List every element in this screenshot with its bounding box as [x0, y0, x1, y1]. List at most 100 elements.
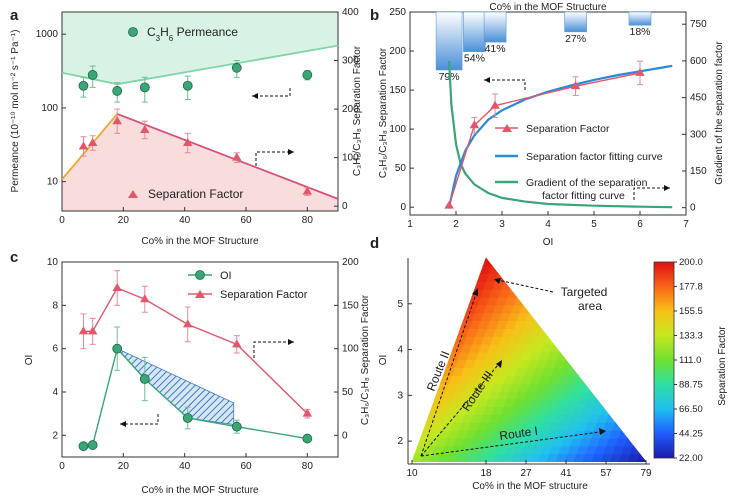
b-ytick-left-label-0: 0: [400, 202, 406, 213]
co-bar-label-3: 27%: [565, 33, 586, 45]
b-xtick-label-3: 4: [545, 219, 551, 230]
d-ytick-label-0: 2: [397, 436, 403, 447]
panel-c-arrow-left: [120, 414, 159, 427]
panel-label-b: b: [370, 7, 379, 24]
panel-b-arrow-left: [484, 77, 526, 90]
c-ytick-left-label-1: 4: [52, 387, 58, 398]
sf-c-point-4: [182, 319, 193, 328]
heatmap-cell-351: [593, 398, 604, 408]
annotation-route-i: Route I: [498, 424, 538, 443]
heatmap-cell-506: [562, 359, 573, 368]
c-ytick-right-label-1: 50: [342, 387, 354, 398]
heatmap-cell-314: [599, 406, 610, 416]
fit-curve: [448, 64, 673, 208]
panel-d-xlabel: Co% in the MOF structure: [472, 481, 588, 492]
d-ytick-label-3: 5: [397, 299, 403, 310]
panel-d: 10 18 27 41 57 79 2 3 4 5 200.0 177.8 155.5 133.3 111…: [378, 257, 728, 492]
b-xtick-label-0: 1: [407, 219, 413, 230]
panel-a-ylabel-right: C₃H₆/C₃H₈ Separation Factor: [352, 45, 363, 176]
sf-point-0: [78, 141, 89, 150]
d-xtick-label-5: 79: [640, 468, 652, 479]
b-xtick-label-5: 6: [637, 219, 643, 230]
annotation-targeted: Targeted: [561, 285, 608, 299]
b-ytick-right-label-5: 750: [690, 19, 707, 30]
a-ytick-right-label-3: 300: [342, 56, 359, 67]
oi-c-point-5: [231, 421, 242, 432]
gradient-curve: [448, 60, 673, 209]
c-xtick-label-1: 20: [118, 461, 130, 472]
panel-label-c: c: [10, 249, 18, 266]
b-xtick-label-4: 5: [591, 219, 597, 230]
legend-sf-label: Separation Factor: [148, 187, 243, 201]
panel-label-a: a: [10, 7, 19, 24]
a-xtick-label-3: 60: [240, 215, 252, 226]
panel-b-arrow-right: [633, 185, 670, 200]
sf-shaded-region: [62, 113, 338, 211]
c-ytick-right-label-3: 150: [342, 300, 359, 311]
legend-c-oi-marker: [195, 270, 205, 280]
panel-d-colorbar-label: Separation Factor: [717, 326, 728, 406]
permeance-point-1: [87, 70, 98, 80]
permeance-shaded-region: [62, 12, 338, 85]
sf-fit-rise-line: [62, 113, 118, 181]
heatmap-cell-626: [525, 312, 536, 321]
panel-b-xlabel: OI: [543, 237, 554, 248]
oi-c-point-0: [78, 441, 89, 452]
heatmap-cell-191: [618, 429, 629, 439]
oi-c-point-6: [302, 433, 313, 444]
c-ytick-right-label-2: 100: [342, 344, 359, 355]
sf-c-point-1: [87, 326, 98, 335]
co-bar-0: [435, 11, 463, 71]
panel-b: 79%54%41%27%18% 1 2 3 4 5 6 705010015020025001…: [378, 2, 725, 248]
sf-fit-fall-line: [116, 113, 338, 200]
a-xtick-label-4: 80: [302, 215, 314, 226]
panel-c-ylabel-left: OI: [24, 355, 35, 366]
d-xtick-label-2: 27: [520, 468, 532, 479]
co-bar-label-2: 41%: [485, 43, 506, 55]
b-xtick-label-2: 3: [499, 219, 505, 230]
permeance-point-4: [182, 80, 193, 91]
route-arrows: [420, 288, 606, 457]
permeance-point-3: [139, 82, 150, 93]
a-ytick-left-label-0: 10: [47, 177, 59, 188]
co-bar-4: [628, 11, 652, 26]
sf-b-point-0: [444, 200, 454, 209]
co-bar-label-1: 54%: [464, 53, 485, 65]
colorbar-tick-label-2: 155.5: [679, 306, 703, 317]
a-ytick-right-label-2: 200: [342, 104, 359, 115]
a-xtick-label-0: 0: [59, 215, 65, 226]
permeance-point-6: [302, 70, 313, 80]
panel-a-ylabel-left: Permeance (10⁻¹⁰ mol m⁻² s⁻¹ Pa⁻¹): [10, 30, 21, 193]
d-xtick-label-1: 18: [480, 468, 492, 479]
heatmap-cell-234: [611, 421, 623, 431]
colorbar-tick-label-1: 177.8: [679, 281, 703, 292]
b-ytick-right-label-1: 150: [690, 166, 707, 177]
sf-b-point-3: [570, 81, 581, 90]
legend-permeance-marker: [128, 27, 138, 37]
sf-c-point-2: [112, 283, 122, 291]
b-ytick-left-label-1: 50: [395, 163, 407, 174]
b-ytick-left-label-3: 150: [389, 85, 406, 96]
c-ytick-left-label-0: 2: [52, 430, 58, 441]
legend-c-oi-label: OI: [220, 270, 232, 282]
b-ytick-right-label-0: 0: [690, 203, 696, 214]
sf-b-point-2: [490, 100, 500, 109]
a-xtick-label-2: 40: [179, 215, 191, 226]
b-ytick-right-label-4: 600: [690, 56, 707, 67]
legend-c-sf-label: Separation Factor: [220, 289, 308, 301]
panel-a-frame: [61, 11, 339, 212]
panel-label-d: d: [370, 235, 379, 252]
a-xtick-label-1: 20: [118, 215, 130, 226]
heatmap-cell-659: [507, 288, 518, 298]
c-ytick-left-label-4: 10: [47, 257, 59, 268]
legend-permeance-label: C3H6 Permeance: [147, 25, 238, 43]
a-ytick-left-label-1: 100: [41, 103, 58, 114]
c-xtick-label-4: 80: [302, 461, 314, 472]
hatched-region: [116, 348, 235, 425]
colorbar-tick-label-5: 88.75: [679, 380, 703, 391]
panel-a-xlabel: Co% in the MOF Structure: [141, 236, 259, 247]
c-ytick-left-label-2: 6: [52, 344, 58, 355]
sf-point-4: [182, 138, 193, 147]
panel-c-arrow-right: [253, 339, 294, 358]
